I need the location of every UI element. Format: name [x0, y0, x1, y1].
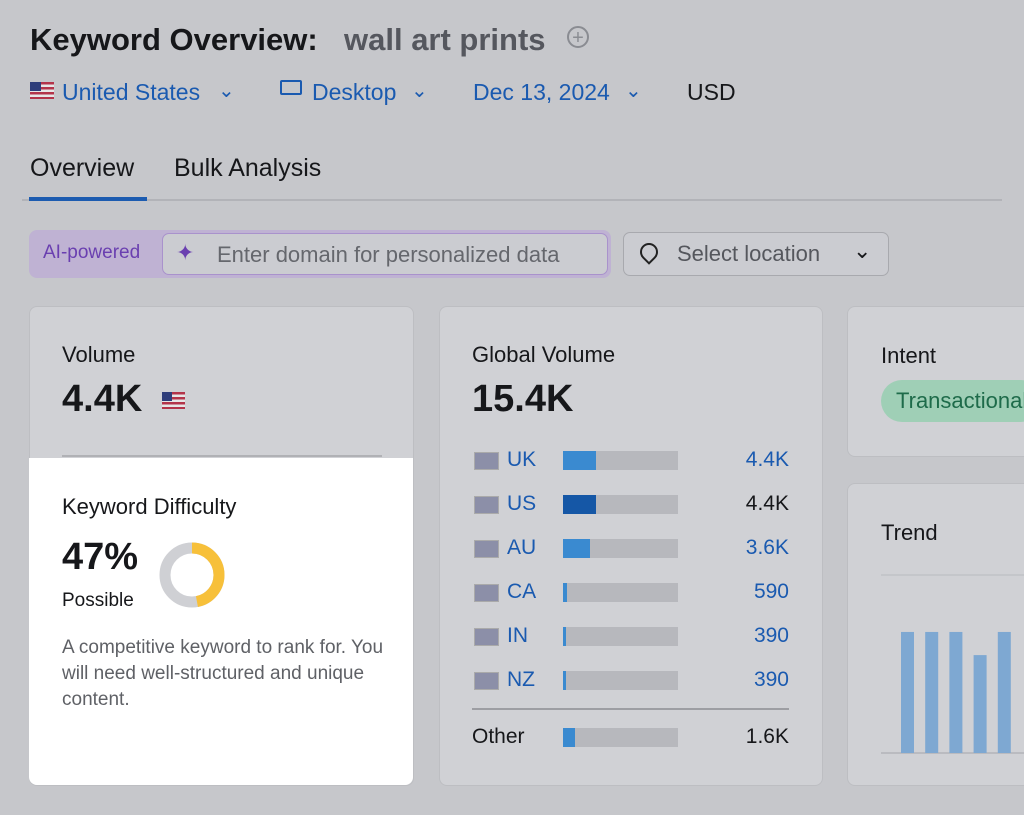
flag: [474, 496, 499, 514]
bar: [563, 627, 566, 646]
trend-bar: [949, 631, 963, 753]
trend-bar: [901, 631, 914, 753]
trend-chart: [881, 574, 1024, 754]
volume-value: 3.6K: [745, 536, 789, 559]
device-filter[interactable]: Desktop: [312, 79, 397, 105]
flag: [474, 628, 499, 646]
tab[interactable]: Overview: [30, 154, 135, 182]
country-name: AU: [507, 536, 537, 559]
flag: [474, 672, 499, 690]
flag: [474, 540, 499, 558]
country-name: Other: [472, 725, 525, 748]
chevron: ⌄: [218, 80, 235, 102]
tab-underline: [29, 197, 147, 201]
trend-card: Trend: [847, 483, 1024, 786]
kd-card: [29, 458, 413, 785]
trend-bar: [925, 631, 939, 753]
volume-value: 4.4K: [62, 378, 143, 420]
flag: [474, 584, 499, 602]
kd-value: 47%: [62, 536, 139, 578]
chevron: ⌄: [411, 80, 428, 102]
country-name: IN: [507, 624, 528, 647]
donut-arc: [159, 542, 225, 608]
kd-label: Keyword Difficulty: [62, 494, 237, 519]
kd-description: A competitive keyword to rank for. You w…: [62, 637, 384, 710]
bar-track: [563, 728, 678, 747]
bar: [563, 728, 575, 747]
bar: [563, 495, 596, 514]
global-label: Global Volume: [472, 342, 616, 367]
ai-badge: AI-powered: [43, 242, 141, 263]
volume-value: 390: [753, 668, 789, 691]
intent-label: Intent: [881, 343, 937, 368]
country-filter[interactable]: United States: [62, 79, 201, 105]
country-name: NZ: [507, 668, 535, 691]
sparkle-icon: ✦: [176, 240, 195, 265]
volume-value: 4.4K: [745, 448, 789, 471]
kd-level: Possible: [62, 590, 134, 611]
add-button[interactable]: +: [567, 26, 589, 49]
keyword: wall art prints: [344, 22, 546, 57]
volume-label: Volume: [62, 342, 136, 367]
kd-donut: [159, 542, 225, 608]
volume-value: 1.6K: [745, 725, 789, 748]
divider: [62, 455, 382, 457]
trend-bar: [997, 631, 1011, 753]
bar-track: [563, 627, 678, 646]
bar-track: [563, 671, 678, 690]
location-select[interactable]: [623, 232, 889, 276]
bar-track: [563, 583, 678, 602]
currency: USD: [687, 79, 736, 105]
bar: [563, 539, 590, 558]
country-name: UK: [507, 448, 537, 471]
country-name: CA: [507, 580, 537, 603]
divider: [472, 708, 789, 710]
desktop-icon: [280, 80, 302, 95]
chevron: ⌄: [853, 238, 872, 263]
tab[interactable]: Bulk Analysis: [174, 154, 322, 182]
chevron: ⌄: [625, 80, 642, 102]
intent-card: Intent Transactional: [847, 306, 1024, 457]
date-filter[interactable]: Dec 13, 2024: [473, 79, 610, 105]
bar-track: [563, 539, 678, 558]
input-placeholder: Enter domain for personalized data: [217, 242, 560, 267]
volume-value: 590: [753, 580, 789, 603]
bar: [563, 583, 568, 602]
country-name: US: [507, 492, 537, 515]
flag: [474, 452, 499, 470]
page-title: Keyword Overview:: [30, 22, 318, 57]
trend-label: Trend: [881, 520, 938, 545]
bar: [563, 671, 566, 690]
volume-value: 4.4K: [745, 492, 789, 515]
location-text: Select location: [677, 241, 821, 266]
tab-divider: [22, 199, 1002, 201]
volume-value: 390: [753, 624, 789, 647]
bar: [563, 451, 596, 470]
domain-input[interactable]: [162, 233, 608, 275]
flag: [30, 82, 54, 99]
intent-tag: Transactional: [881, 380, 1024, 422]
trend-bar: [973, 655, 987, 753]
global-value: 15.4K: [472, 378, 574, 420]
flag: [162, 392, 185, 409]
